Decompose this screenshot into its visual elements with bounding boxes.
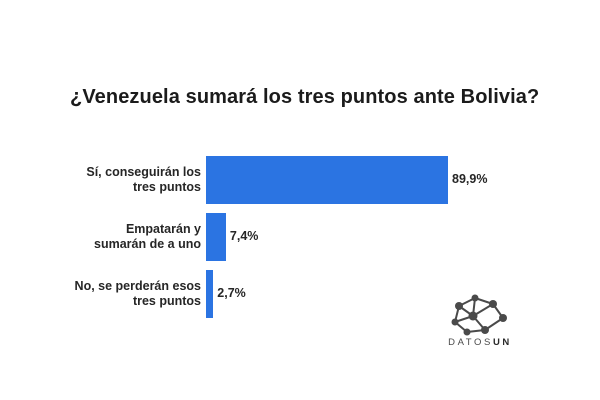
category-label: No, se perderán esos tres puntos	[51, 279, 201, 309]
category-label: Sí, conseguirán los tres puntos	[51, 165, 201, 195]
category-label: Empatarán y sumarán de a uno	[51, 222, 201, 252]
data-label: 2,7%	[217, 286, 246, 300]
bar	[206, 156, 448, 204]
data-label: 7,4%	[229, 229, 259, 243]
category-label-line: No, se perderán esos	[74, 279, 201, 293]
data-label: 89,9%	[452, 172, 488, 186]
bar	[206, 270, 214, 318]
logo-text-bold: UN	[492, 337, 512, 348]
bar	[206, 213, 226, 261]
logo-wordmark: DATOSUN	[430, 337, 530, 348]
datosun-logo-icon	[451, 294, 507, 336]
category-label-line: tres puntos	[132, 294, 201, 308]
category-label-line: tres puntos	[132, 180, 201, 194]
category-label-line: Sí, conseguirán los	[86, 165, 201, 179]
category-label-line: sumarán de a uno	[94, 237, 201, 251]
logo-text-light: DATOS	[448, 337, 493, 348]
chart-title: ¿Venezuela sumará los tres puntos ante B…	[70, 86, 540, 108]
category-label-line: Empatarán y	[125, 222, 201, 236]
